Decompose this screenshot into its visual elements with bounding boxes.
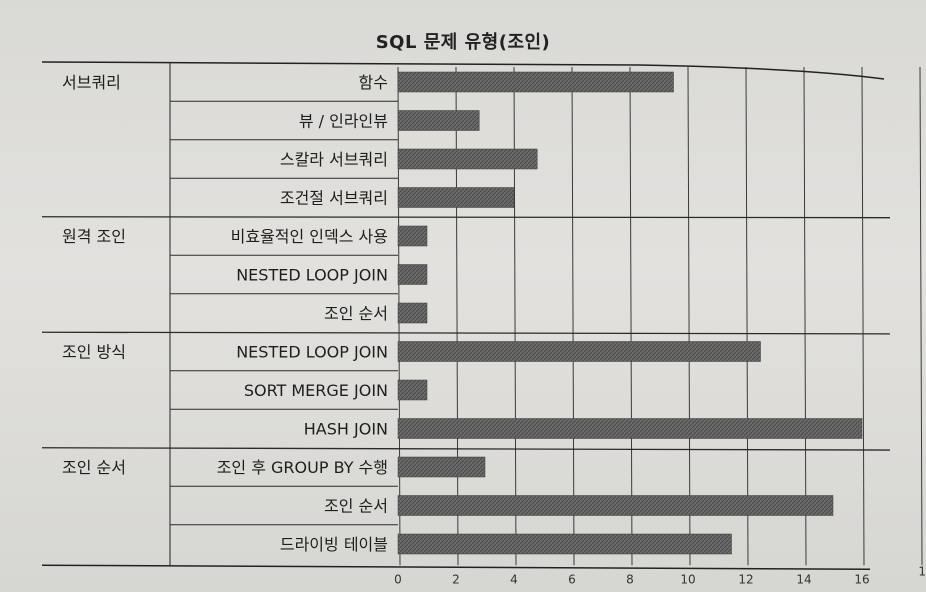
- category-label: 조인 후 GROUP BY 수행: [217, 458, 388, 477]
- category-label: SORT MERGE JOIN: [244, 381, 388, 400]
- bar: [397, 418, 863, 439]
- grid-line: [629, 66, 633, 566]
- grid-line: [803, 66, 807, 566]
- x-tick-label: 12: [738, 572, 753, 586]
- category-label: 조인 순서: [324, 497, 388, 516]
- x-tick-label: 18: [918, 564, 926, 578]
- x-tick-label: 10: [680, 572, 695, 586]
- group-label: 조인 방식: [62, 343, 126, 362]
- bar: [397, 148, 538, 170]
- grid-line: [861, 66, 865, 566]
- category-label: NESTED LOOP JOIN: [236, 343, 388, 362]
- group-divider: [41, 216, 891, 219]
- group-divider: [41, 331, 891, 335]
- bar: [397, 533, 732, 555]
- x-tick-label: 16: [854, 572, 869, 586]
- group-label: 조인 순서: [62, 458, 126, 477]
- category-label: 드라이빙 테이블: [280, 535, 388, 554]
- bar: [397, 341, 761, 362]
- x-tick-label: 8: [626, 572, 634, 586]
- grid-line: [513, 66, 517, 566]
- x-tick-label: 4: [510, 572, 518, 586]
- category-label: HASH JOIN: [304, 420, 388, 439]
- category-label: NESTED LOOP JOIN: [236, 266, 388, 285]
- bar: [397, 495, 834, 516]
- group-label: 서브쿼리: [62, 73, 121, 92]
- bar-layer: [397, 71, 863, 555]
- bar: [397, 379, 428, 401]
- category-label: 함수: [359, 73, 388, 92]
- category-label: 뷰 / 인라인뷰: [299, 112, 388, 131]
- category-label: 비효율적인 인덱스 사용: [231, 227, 388, 246]
- tick-layer: 0 2 4 6 8 10 12 14 16 18: [394, 564, 926, 586]
- grid-line: [687, 66, 691, 566]
- category-label: 스칼라 서브쿼리: [280, 150, 388, 169]
- bar: [397, 456, 486, 478]
- bar: [397, 302, 428, 324]
- grid-line: [455, 66, 459, 566]
- x-tick-label: 6: [568, 572, 576, 586]
- x-tick-label: 0: [394, 572, 402, 586]
- bar: [397, 187, 515, 208]
- bar: [397, 264, 428, 285]
- group-divider: [41, 447, 891, 451]
- x-tick-label: 14: [796, 572, 811, 586]
- category-label: 조건절 서브쿼리: [280, 189, 388, 208]
- grid-line: [919, 66, 923, 566]
- chart-top-border: [41, 61, 885, 80]
- grid-layer: [41, 61, 923, 570]
- category-label: 조인 순서: [324, 304, 388, 323]
- grid-line: [571, 66, 575, 566]
- bar: [397, 110, 480, 131]
- chart-title: SQL 문제 유형(조인): [375, 32, 551, 53]
- x-tick-label: 2: [452, 572, 460, 586]
- group-label: 원격 조인: [62, 227, 126, 246]
- grid-line: [745, 66, 749, 566]
- bar: [397, 225, 428, 247]
- bar: [397, 71, 674, 93]
- x-axis-line: [41, 564, 871, 570]
